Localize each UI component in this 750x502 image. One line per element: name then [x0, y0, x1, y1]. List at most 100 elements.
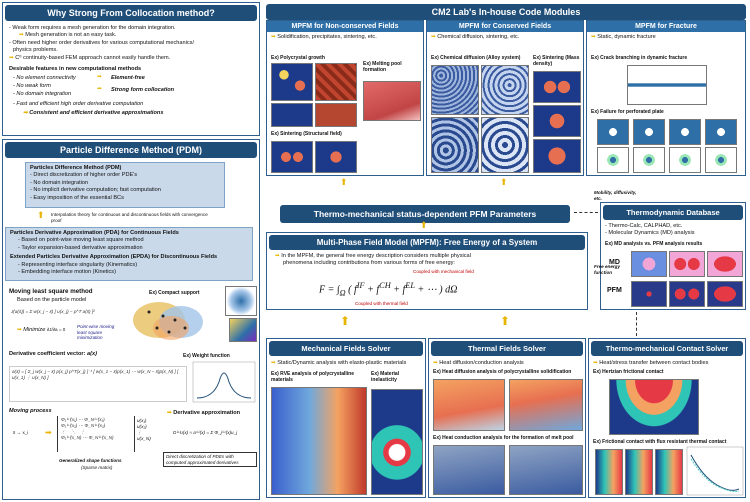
- direct-box: Direct discretization of PDEs with compu…: [163, 452, 257, 467]
- f5: Consistent and efficient derivative appr…: [29, 110, 164, 117]
- compact-support-3d: [229, 318, 257, 342]
- md-img-3: [707, 251, 743, 277]
- ex-label: Ex): [183, 353, 191, 359]
- f1r: Element-free: [111, 75, 145, 82]
- pdm-title: Particle Difference Method (PDM): [5, 142, 257, 158]
- arrow-right-icon: ➡: [17, 327, 22, 333]
- ex-label: Ex): [593, 439, 601, 445]
- ex-label: Ex): [363, 61, 371, 67]
- arrow-right-icon: ➡: [97, 86, 102, 93]
- alloy-img-1: [431, 65, 479, 115]
- ex-label: Ex): [593, 369, 601, 375]
- polycrystal-img-3: [271, 103, 313, 127]
- plate-img-2: [633, 119, 665, 145]
- ex-label: Ex): [591, 55, 599, 61]
- arrow-right-icon: ➡: [9, 54, 14, 61]
- plate-img-7: [669, 147, 701, 173]
- arrow-up-icon: ⬆: [340, 177, 348, 187]
- why-title: Why Strong From Collocation method?: [5, 5, 257, 21]
- thermal-contact-img-2: [625, 449, 653, 495]
- why-b1: - Weak form requires a mesh generation f…: [9, 25, 176, 31]
- nonc-desc: Solidification, precipitates, sintering,…: [277, 34, 377, 40]
- box3-line: - Representing interface singularity (Ki…: [18, 261, 138, 268]
- compact-support-plot: [225, 286, 257, 316]
- weight-function-plot: [192, 361, 256, 403]
- pdm-panel: Particle Difference Method (PDM) Particl…: [2, 139, 260, 500]
- mpfm-text2: phenomena including contributions from v…: [283, 260, 455, 267]
- arrow-right-icon: ➡: [19, 32, 24, 39]
- cm2-title: CM2 Lab's In-house Code Modules: [266, 4, 746, 20]
- polycrystal-img-2: [315, 63, 357, 101]
- ex-label: Ex): [431, 55, 439, 61]
- mass-density-img-2: [533, 105, 581, 137]
- compact-label: Compact support: [158, 290, 200, 296]
- mpfm-text1: In the MPFM, the general free energy des…: [281, 253, 471, 259]
- arrow-right-icon: ➡: [271, 360, 276, 366]
- arrow-right-icon: ➡: [167, 410, 172, 416]
- ex-label: Ex): [591, 109, 599, 115]
- nonc-title: MPFM for Non-conserved Fields: [267, 21, 423, 32]
- md-img-1: [631, 251, 667, 277]
- plate-img-1: [597, 119, 629, 145]
- therm-ex2: Heat conduction analysis for the formati…: [442, 435, 574, 441]
- mass-density-img-3: [533, 139, 581, 173]
- therm-panel: Thermal Fields Solver ➡ Heat diffusion/c…: [428, 338, 586, 498]
- box1-line: - Easy imposition of the essential BCs: [30, 194, 124, 201]
- arrow-right-icon: ➡: [275, 253, 280, 259]
- thermo-params-bar: Thermo-mechanical status-dependent PFM P…: [280, 205, 570, 223]
- nonc-ex1: Polycrystal growth: [280, 55, 325, 61]
- box3-line: - Embedding interface motion (Kinetics): [18, 269, 116, 276]
- cons-desc: Chemical diffusion, sintering, etc.: [437, 34, 520, 40]
- pdm-box1: Particles Difference Method (PDM) - Dire…: [25, 162, 225, 208]
- box2-line: - Taylor expansion-based derivative appr…: [18, 244, 143, 251]
- melt-pool-heat-img-2: [509, 445, 583, 495]
- f2: - No weak form: [13, 83, 51, 90]
- coef-sym: a(x): [87, 351, 97, 357]
- mech-ex2: Material inelasticity: [371, 371, 400, 383]
- ex-label: Ex): [433, 369, 441, 375]
- cons-title: MPFM for Conserved Fields: [427, 21, 583, 32]
- arrow-right-icon: ➡: [23, 110, 28, 117]
- arrow-right-icon: ➡: [591, 34, 596, 40]
- pointwise-text: Point-wise moving least square minimizat…: [77, 324, 115, 340]
- box3-title: Extended Particles Derivative Approximat…: [10, 254, 218, 261]
- tdb-panel: Thermodynamic Database - Thermo-Calc, CA…: [600, 202, 746, 310]
- heat-diff-img-1: [433, 379, 505, 431]
- pfm-img-3: [707, 281, 743, 307]
- cons-ex1: Chemical diffusion (Alloy system): [440, 55, 521, 61]
- free-energy-text: Free energy function: [594, 264, 621, 275]
- f23r: Strong form collocation: [111, 87, 175, 94]
- arrow-right-icon: ➡: [271, 34, 276, 40]
- md-img-2: [669, 251, 705, 277]
- direct-text: Direct discretization of PDEs with compu…: [166, 454, 239, 465]
- arrow-up-icon: ⬆: [37, 210, 45, 220]
- mech-desc: Static/Dynamic analysis with elasto-plas…: [277, 360, 407, 366]
- therm-title: Thermal Fields Solver: [431, 341, 583, 356]
- arrow-right-icon: ➡: [431, 34, 436, 40]
- ex-label: Ex): [149, 290, 157, 296]
- md-label: MD: [609, 259, 620, 266]
- compact-support-figure: [133, 302, 203, 340]
- ex-label: Ex): [271, 55, 279, 61]
- arrow-up-icon: ⬆: [340, 314, 351, 328]
- why-panel: Why Strong From Collocation method? - We…: [2, 2, 260, 136]
- free-energy-eq: F = ∫Ω ( fIF + fCH + fEL + ⋯ ) dΩ: [319, 281, 458, 298]
- mech-title: Mechanical Fields Solver: [269, 341, 423, 356]
- contact-panel: Thermo-mechanical Contact Solver ➡ Heat/…: [588, 338, 746, 498]
- deriv-title: Derivative approximation: [173, 410, 241, 416]
- tdb-ex: MD analysis vs. PFM analysis results: [614, 241, 703, 247]
- therm-ex1: Heat diffusion analysis of polycrystalli…: [442, 369, 572, 375]
- coef-label: Derivative coefficient vector:: [9, 351, 86, 357]
- nonc-ex2: Melting pool formation: [363, 61, 402, 73]
- sparse-label: (Sparse matrix): [81, 465, 113, 470]
- polycrystal-img-4: [315, 103, 357, 127]
- arrow-right-icon: ➡: [45, 428, 52, 437]
- coupled-mech: Coupled with mechanical field: [413, 269, 474, 274]
- minimize-label: Minimize: [23, 327, 46, 333]
- arrow-up-icon: ⬆: [500, 177, 508, 187]
- frac-ex2: Failure for perforated plate: [600, 109, 664, 115]
- melt-pool-heat-img-1: [433, 445, 505, 495]
- moving-label: Moving process: [9, 408, 52, 414]
- tdb-b1: - Thermo-Calc, CALPHAD, etc.: [605, 223, 683, 229]
- frac-panel: MPFM for Fracture ➡ Static, dynamic frac…: [586, 20, 746, 176]
